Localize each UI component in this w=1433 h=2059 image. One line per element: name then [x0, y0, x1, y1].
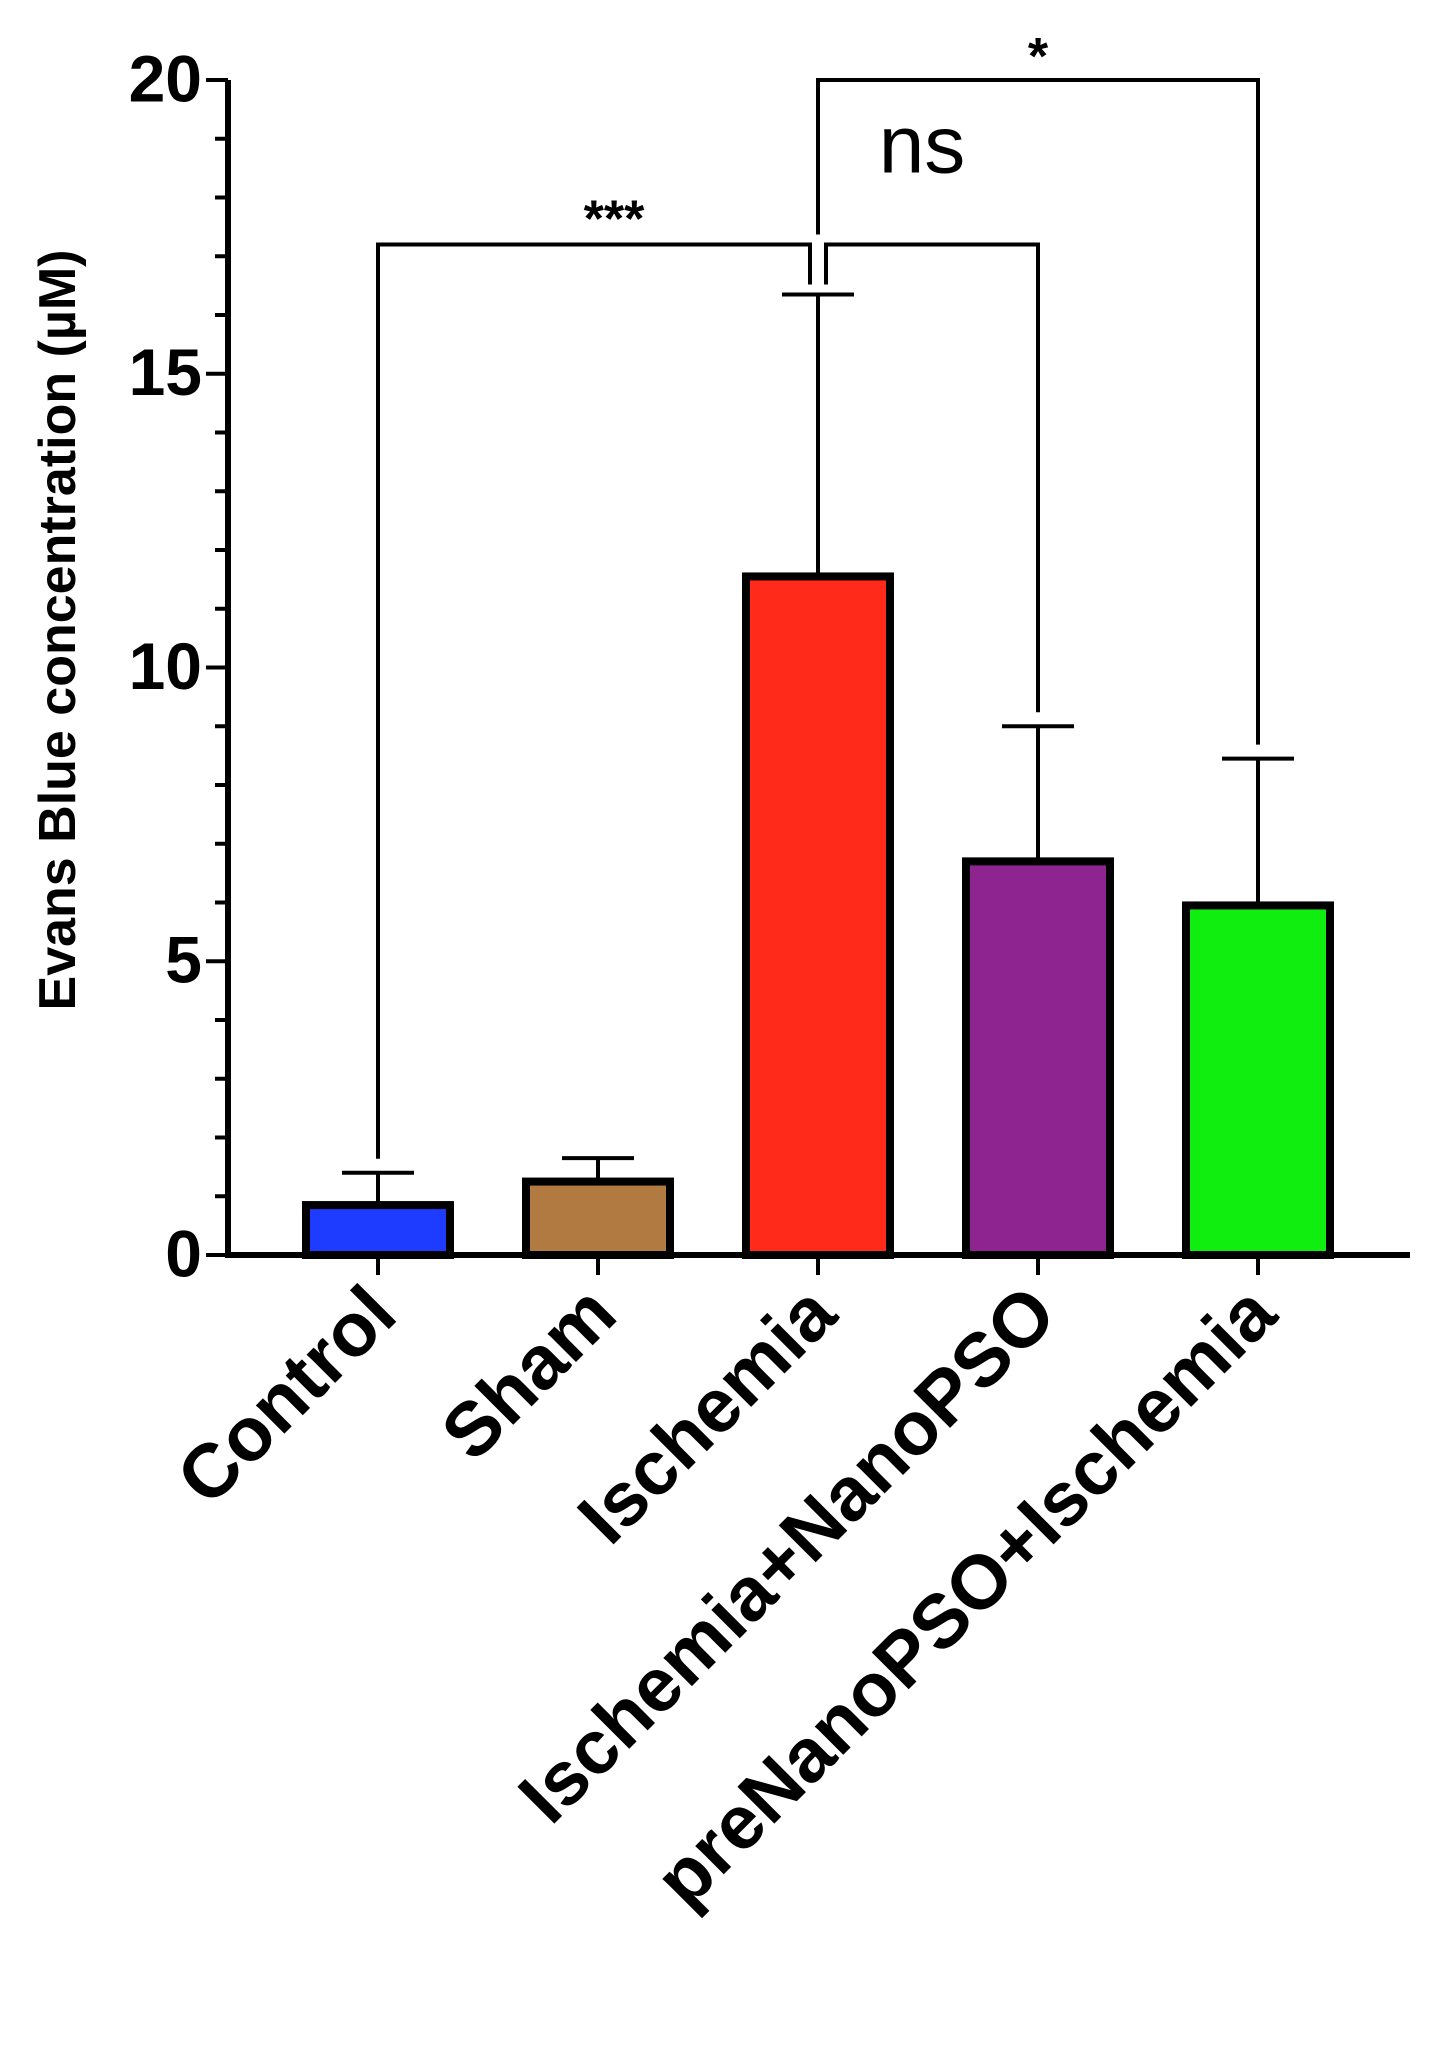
y-tick-label-5: 5: [165, 923, 202, 997]
error-bars: [342, 292, 1294, 1206]
y-axis-title: Evans Blue concentration (µM): [29, 250, 87, 1011]
x-tick-labels: Control Sham Ischemia Ischemia+NanoPSO p…: [161, 1269, 1293, 1922]
x-tick-label-sham: Sham: [426, 1270, 632, 1476]
significance-bracket-ischemia-prenanopso: [816, 78, 1260, 745]
y-tick-label-15: 15: [129, 335, 202, 409]
bar-ischemia: [742, 572, 894, 1259]
bar-ischemia-nanopso: [962, 857, 1114, 1259]
y-tick-label-0: 0: [165, 1216, 202, 1290]
bar-prenanopso-ischemia: [1182, 901, 1334, 1259]
x-ticks: [376, 1255, 1260, 1275]
y-tick-label-20: 20: [129, 41, 202, 115]
y-tick-label-10: 10: [129, 629, 202, 703]
bars: [302, 572, 1334, 1259]
significance-bracket-ischemia-ischemia-nanopso: [824, 242, 1040, 713]
y-ticks: [206, 78, 228, 1257]
significance-label-one-star: *: [1028, 28, 1049, 86]
y-tick-labels: 0 5 10 15 20: [129, 41, 202, 1290]
x-tick-label-control: Control: [161, 1270, 412, 1521]
significance-brackets: *** ns *: [376, 28, 1260, 1159]
significance-label-three-stars: ***: [584, 191, 645, 249]
significance-bracket-control-ischemia: [376, 242, 812, 1159]
bar-sham: [522, 1177, 674, 1259]
bar-control: [302, 1201, 454, 1259]
significance-label-ns: ns: [879, 100, 966, 191]
